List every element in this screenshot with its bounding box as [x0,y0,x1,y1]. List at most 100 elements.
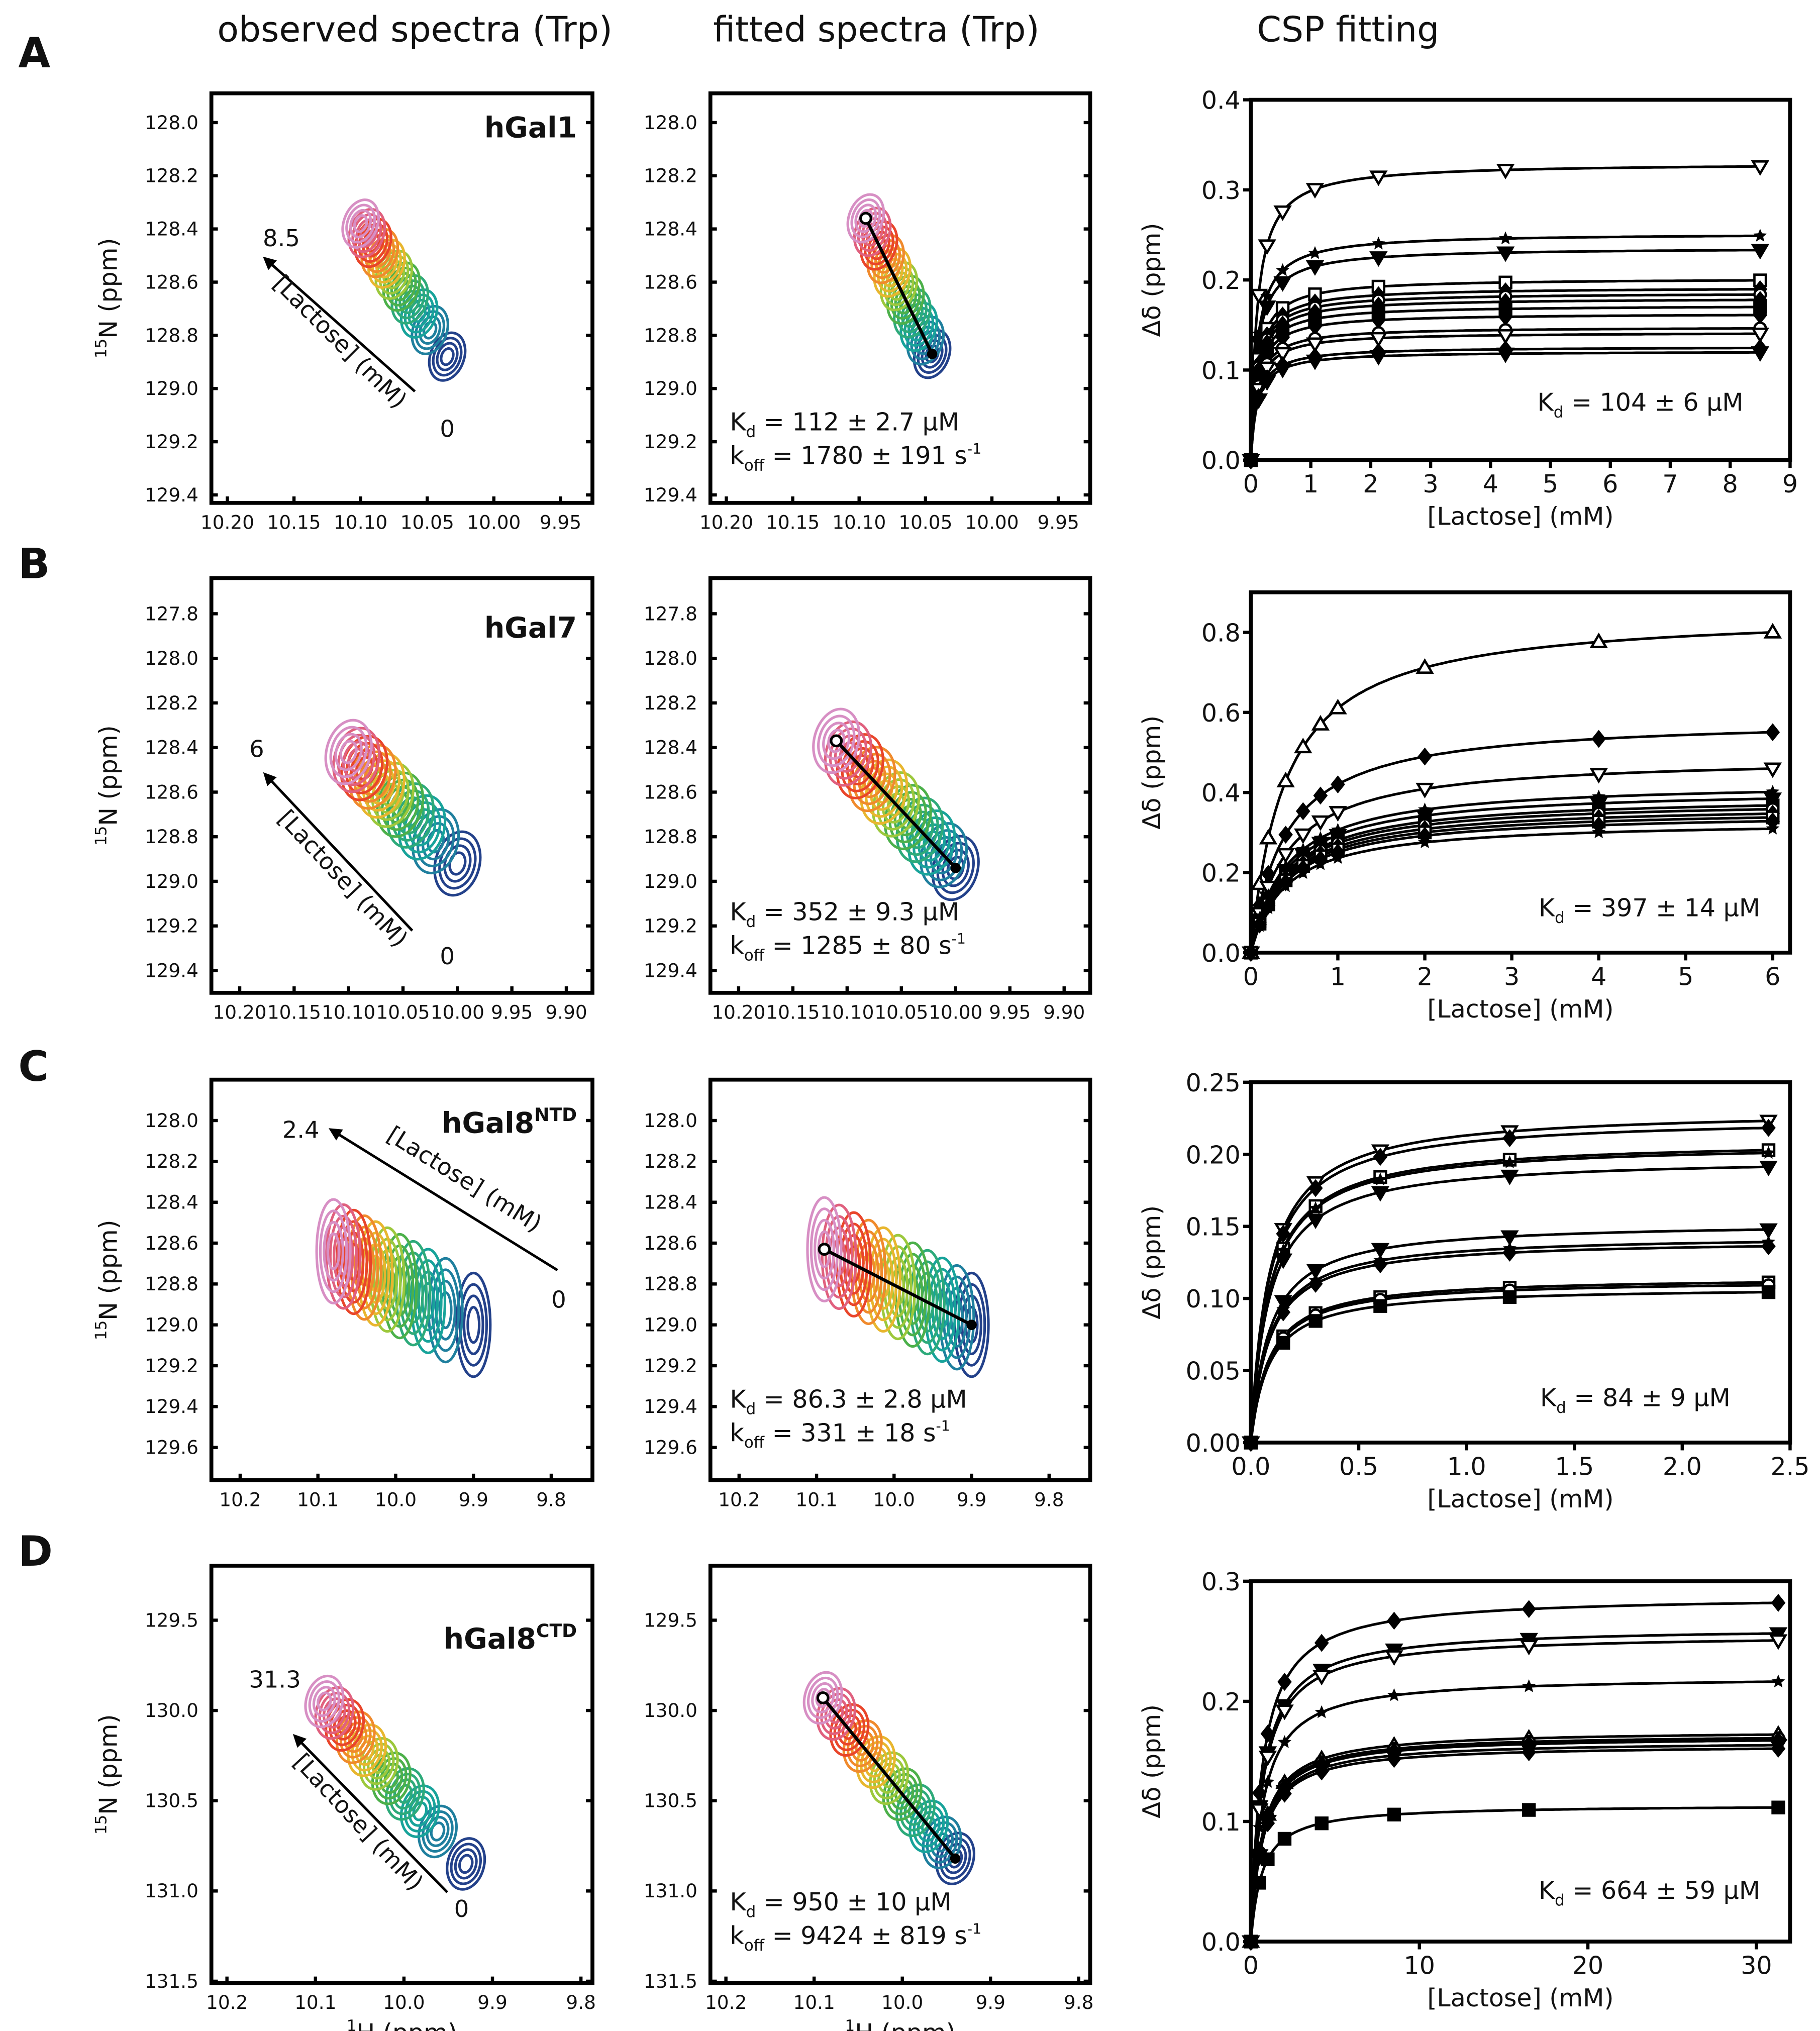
y-tick-label: 0.1 [1201,356,1241,385]
marker-triangle-down [1311,815,1330,831]
marker-triangle-up [1589,632,1608,648]
marker-diamond [1277,1673,1292,1691]
koff-fit-text: koff = 331 ± 18 s-1 [730,1418,950,1452]
marker-square [1276,1336,1290,1350]
protein-name: hGal7 [484,612,577,645]
marker-star [1261,1775,1275,1788]
contour-level [861,217,884,247]
contour-level [329,726,368,778]
y-tick-label: 0.0 [1201,1928,1241,1957]
contour-level [426,1815,450,1847]
x-tick-label: 1 [1330,962,1346,991]
contour-peaks [812,707,980,901]
titration-max-label: 8.5 [263,225,300,252]
kd-fit-text: Kd = 352 ± 9.3 µM [730,897,959,931]
marker-square [1502,1290,1517,1304]
contour-level [802,1671,843,1725]
marker-triangle-down [1305,260,1325,276]
marker-square [1771,1800,1785,1814]
fit-curve [1249,1680,1778,1942]
marker-diamond [1765,723,1780,742]
x-tick-label: 4 [1483,470,1498,498]
contour-level [821,1203,857,1310]
kd-value: = 950 ± 10 µM [756,1888,951,1916]
x-tick-label: 9 [1782,470,1798,498]
contour-level [894,285,917,315]
marker-triangle-down [1369,350,1388,366]
plot-frame [708,576,1092,995]
kd-symbol: K [1538,388,1555,417]
koff-subscript: off [744,1937,765,1955]
x-tick-label: 4 [1591,962,1606,991]
kd-symbol: K [1539,894,1556,923]
marker-square [1761,1285,1776,1299]
panel-letter-a: A [18,29,50,77]
kd-value: = 397 ± 14 µM [1565,894,1760,923]
koff-unit-superscript: -1 [967,441,981,457]
x-tick-label: 9.9 [459,1488,488,1510]
marker-square [1308,1314,1323,1328]
contour-level [854,204,877,233]
panel-letter-d: D [18,1528,53,1576]
x-tick-label: 9.8 [536,1488,566,1510]
marker-triangle-down [1312,1670,1331,1686]
x-tick-label: 10.05 [400,511,454,533]
x-tick-label: 9.9 [477,1991,507,2013]
x-tick-label: 10.15 [766,511,820,533]
contour-level [816,1687,856,1741]
contour-level [384,1767,425,1821]
koff-unit-superscript: -1 [936,1418,950,1435]
kd-symbol: K [1540,1384,1557,1412]
kd-value: = 84 ± 9 µM [1566,1384,1731,1412]
y-tick-label: 128.8 [145,826,198,848]
marker-triangle-down [1305,337,1325,353]
marker-diamond [1276,1225,1291,1243]
y-tick-label: 129.4 [145,1395,198,1417]
koff-subscript: off [744,456,765,474]
y-tick-label: 128.0 [644,112,697,134]
y-tick-label: 128.2 [644,1150,697,1172]
fitted-spectrum-a: 10.20 10.15 10.10 10.05 10.00 9.95 128.0 128.2 1… [644,112,1090,533]
panel-letter-b: B [18,540,50,588]
x-tick-label: 0.5 [1339,1452,1378,1481]
protein-label: hGal1 [484,111,577,144]
marker-star [1592,825,1606,839]
contour-level [887,271,911,301]
x-tick-label: 10.05 [898,511,952,533]
x-tick-label: 10.00 [467,511,521,533]
x-tick-label: 1 [1303,470,1319,498]
x-tick-label: 6 [1602,470,1618,498]
marker-star [1753,229,1767,242]
x-tick-label: 3 [1504,962,1520,991]
kd-fit-text: Kd = 86.3 ± 2.8 µM [730,1385,967,1418]
kd-value: = 352 ± 9.3 µM [756,897,959,926]
y-axis-label: 15N (ppm) [92,725,123,846]
x-axis-label: [Lactose] (mM) [1427,995,1613,1024]
marker-triangle-down [1751,346,1770,362]
marker-triangle-down [1306,1264,1325,1280]
x-tick-label: 9.8 [566,1991,595,2013]
y-tick-label: 127.8 [644,602,697,625]
koff-symbol: k [730,1418,744,1447]
x-tick-label: 0 [1243,470,1259,498]
fit-curve [1249,1744,1778,1942]
titration-min-label: 0 [454,1895,469,1922]
titration-arrow [263,256,416,392]
free-state-point [950,863,961,873]
y-tick-label: 128.8 [644,324,697,346]
kd-subscript: d [1555,1891,1565,1909]
kd-symbol: K [730,1888,747,1916]
marker-triangle-down [1273,347,1292,363]
y-tick-label: 128.0 [145,647,198,669]
csp-fitting-chart-c: 0.0 0.5 1.0 1.5 2.0 2.5 0.00 0.05 0.10 0.15 0.20 0.… [1138,1069,1810,1513]
y-tick-label: 0.0 [1201,447,1241,475]
marker-triangle-down [1751,160,1770,176]
contour-level [881,258,904,287]
contour-level [329,1214,358,1298]
marker-triangle-down [1759,1223,1778,1239]
marker-triangle-up [1311,715,1330,731]
contour-level [383,1768,399,1789]
marker-triangle-down [1520,1640,1538,1656]
contour-peaks [341,198,467,382]
contour-level [806,1196,843,1302]
